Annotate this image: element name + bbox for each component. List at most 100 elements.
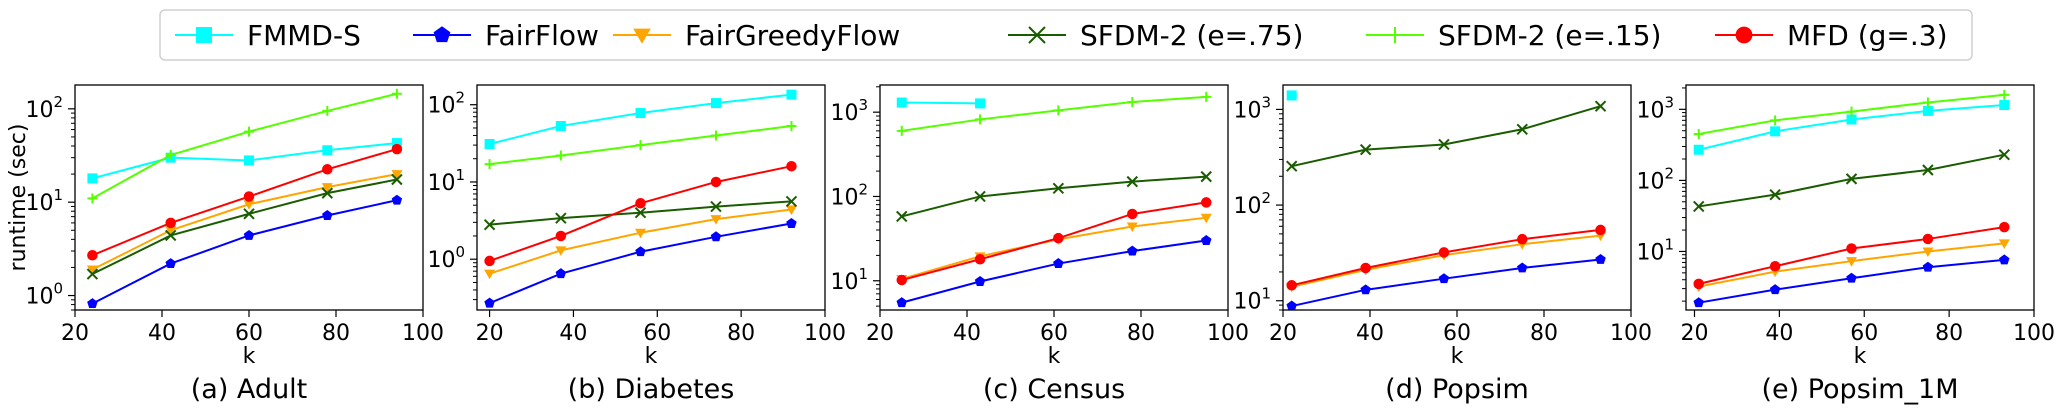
legend-entry-mfd-g-3: MFD (g=.3) bbox=[1715, 19, 1948, 52]
data-point bbox=[634, 206, 647, 219]
x-tick-label: 100 bbox=[1207, 321, 1249, 346]
y-tick-base: 10 bbox=[830, 185, 858, 210]
x-tick-label: 80 bbox=[1530, 321, 1558, 346]
legend-entry-fmmd-s: FMMD-S bbox=[175, 19, 361, 52]
series-line-fairgreedyflow bbox=[489, 208, 792, 275]
data-point bbox=[975, 114, 986, 125]
series-sfdm-2-e-75 bbox=[1693, 148, 2010, 213]
data-point bbox=[322, 105, 333, 116]
y-tick-label: 102 bbox=[25, 93, 63, 123]
series-line-fairgreedyflow bbox=[901, 216, 1207, 280]
data-point bbox=[243, 200, 255, 210]
data-point bbox=[484, 139, 495, 150]
data-point bbox=[1200, 213, 1212, 224]
y-axis-title: runtime (sec) bbox=[6, 124, 31, 272]
y-tick-exponent: 2 bbox=[1261, 189, 1271, 207]
data-point bbox=[321, 183, 333, 193]
y-tick-exponent: 2 bbox=[53, 93, 63, 111]
y-tick-exponent: 3 bbox=[1261, 93, 1271, 111]
x-tick-label: 80 bbox=[1127, 321, 1155, 346]
data-point bbox=[786, 121, 797, 132]
data-point bbox=[1770, 115, 1781, 126]
x-tick-label: 20 bbox=[476, 321, 504, 346]
data-point bbox=[1594, 100, 1607, 112]
x-tick-label: 20 bbox=[1680, 321, 1708, 346]
series-mfd-g-3 bbox=[1286, 224, 1606, 291]
x-tick-label: 100 bbox=[804, 321, 846, 346]
series-mfd-g-3 bbox=[87, 143, 403, 261]
data-point bbox=[322, 145, 333, 156]
series-fmmd-s bbox=[1286, 90, 1297, 101]
series-sfdm-2-e-75 bbox=[1285, 100, 1607, 172]
x-tick-label: 20 bbox=[1269, 321, 1297, 346]
data-point bbox=[244, 126, 254, 137]
y-tick-exponent: 0 bbox=[53, 280, 63, 298]
x-tick-label: 100 bbox=[402, 321, 444, 346]
data-point bbox=[391, 170, 403, 180]
legend-entry-fairflow: FairFlow bbox=[413, 19, 599, 52]
panel-caption: (d) Popsim bbox=[1385, 374, 1529, 405]
y-tick-base: 10 bbox=[1636, 240, 1664, 265]
data-point bbox=[483, 218, 496, 231]
series-fmmd-s bbox=[896, 97, 986, 109]
data-point bbox=[1053, 105, 1064, 116]
data-point bbox=[1693, 278, 1704, 290]
data-point bbox=[87, 298, 98, 309]
data-point bbox=[710, 130, 721, 141]
y-tick-label: 101 bbox=[25, 186, 63, 216]
legend-label-fmmd-s: FMMD-S bbox=[247, 19, 361, 52]
y-tick-exponent: 1 bbox=[1664, 235, 1674, 253]
y-tick-label: 102 bbox=[427, 89, 465, 119]
y-tick-label: 103 bbox=[830, 96, 868, 126]
x-tick-label: 40 bbox=[953, 321, 981, 346]
data-point bbox=[1998, 148, 2010, 161]
data-point bbox=[1846, 257, 1858, 267]
data-point bbox=[484, 255, 495, 267]
data-point bbox=[1693, 297, 1704, 308]
plot-frame bbox=[1685, 84, 2035, 311]
legend-marker-fmmd-s bbox=[196, 27, 212, 43]
data-point bbox=[1438, 273, 1450, 284]
data-point bbox=[1200, 170, 1212, 183]
x-tick-label: 40 bbox=[148, 321, 176, 346]
data-point bbox=[1999, 221, 2010, 233]
y-tick-base: 10 bbox=[25, 191, 53, 216]
data-point bbox=[1126, 175, 1139, 188]
data-point bbox=[710, 215, 722, 225]
data-point bbox=[896, 125, 907, 136]
y-tick-label: 101 bbox=[1636, 235, 1674, 265]
x-axis-title: k bbox=[1854, 344, 1867, 369]
y-tick-base: 10 bbox=[1233, 290, 1261, 315]
legend-label-sfdm-2-e-15: SFDM-2 (e=.15) bbox=[1438, 19, 1661, 52]
y-tick-base: 10 bbox=[830, 270, 858, 295]
data-point bbox=[710, 200, 722, 213]
data-point bbox=[1769, 260, 1781, 272]
data-point bbox=[1052, 182, 1065, 195]
data-point bbox=[1999, 254, 2010, 265]
series-sfdm-2-e-15 bbox=[1693, 89, 2010, 139]
data-point bbox=[1846, 106, 1857, 117]
series-fairgreedyflow bbox=[86, 170, 403, 276]
data-point bbox=[1595, 224, 1606, 236]
data-point bbox=[555, 246, 567, 256]
y-tick-base: 10 bbox=[427, 248, 455, 273]
data-point bbox=[1922, 261, 1934, 272]
data-point bbox=[87, 193, 98, 204]
series-fmmd-s bbox=[484, 89, 797, 150]
data-point bbox=[785, 195, 798, 208]
y-tick-exponent: 3 bbox=[1664, 93, 1674, 111]
y-tick-base: 10 bbox=[1636, 98, 1664, 123]
data-point bbox=[165, 258, 176, 269]
legend-marker-fairflow bbox=[433, 26, 451, 43]
data-point bbox=[1999, 89, 2010, 100]
y-tick-base: 10 bbox=[427, 171, 455, 196]
data-point bbox=[243, 229, 255, 240]
x-tick-label: 60 bbox=[643, 321, 671, 346]
y-tick-label: 101 bbox=[1233, 285, 1271, 315]
data-point bbox=[1127, 208, 1138, 220]
legend-entry-sfdm-2-e-15: SFDM-2 (e=.15) bbox=[1366, 19, 1661, 52]
x-tick-label: 80 bbox=[727, 321, 755, 346]
series-fairflow bbox=[484, 217, 797, 308]
